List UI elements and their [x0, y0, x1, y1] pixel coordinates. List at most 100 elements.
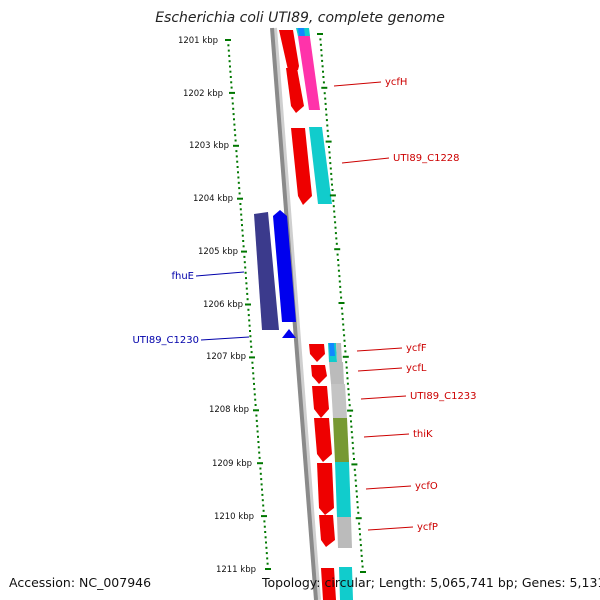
gene-block-thiK-olive[interactable] — [333, 418, 349, 462]
gene-arrow-ycfH-magenta[interactable] — [297, 30, 320, 110]
gene-arrow-ycfP[interactable] — [319, 515, 335, 547]
ruler-minor-tick — [227, 44, 230, 47]
gene-arrow-C1233[interactable] — [312, 386, 329, 418]
ruler-minor-tick — [244, 266, 247, 269]
ruler-minor-tick — [245, 287, 248, 290]
ruler-minor-tick — [353, 458, 355, 460]
ruler-minor-tick — [263, 520, 266, 523]
gene-block-ycfO-cyan[interactable] — [335, 462, 351, 517]
gene-block-ycfL-grey[interactable] — [329, 362, 344, 384]
ruler-minor-tick — [265, 552, 268, 555]
ruler-minor-tick — [242, 240, 245, 242]
ruler-major-tick — [257, 462, 263, 465]
ruler-minor-tick — [265, 541, 267, 544]
ruler-minor-tick — [242, 245, 245, 248]
ruler-minor-tick — [241, 234, 244, 237]
ruler-minor-tick — [233, 118, 235, 121]
ruler-minor-tick — [348, 398, 351, 401]
ruler-minor-tick — [228, 54, 231, 57]
ruler-minor-tick — [328, 156, 331, 159]
gene-arrow-fhuE[interactable] — [254, 212, 279, 330]
gene-arrow-thiK[interactable] — [314, 418, 332, 462]
genome-title: Escherichia coli UTI89, complete genome — [155, 10, 445, 26]
ruler-minor-tick — [361, 565, 364, 568]
leader-ycfH — [333, 81, 382, 87]
gene-label-ycfH[interactable]: ycfH — [385, 77, 407, 88]
ruler-minor-tick — [229, 76, 232, 78]
ruler-minor-tick — [244, 271, 247, 274]
ruler-minor-tick — [250, 345, 253, 348]
ruler-minor-tick — [248, 319, 251, 322]
tick-label-1208: 1208 kbp — [209, 405, 249, 415]
gene-arrow-ycfH-red[interactable] — [279, 30, 299, 70]
ruler-minor-tick — [349, 415, 352, 417]
ruler-minor-tick — [255, 414, 258, 417]
tick-label-1206: 1206 kbp — [203, 300, 243, 310]
ruler-minor-tick — [331, 183, 333, 186]
ruler-minor-tick — [257, 441, 260, 443]
gene-block-reverse — [254, 210, 296, 338]
label-leaders — [195, 81, 414, 531]
ruler-minor-tick — [326, 124, 329, 127]
gene-block-bottom-cyan[interactable] — [339, 567, 353, 600]
gene-label-ycfF[interactable]: ycfF — [406, 343, 427, 354]
gene-label-C1228[interactable]: UTI89_C1228 — [393, 153, 460, 164]
gene-block-ycfF-blue[interactable] — [329, 343, 335, 356]
ruler-minor-tick — [247, 314, 250, 317]
gene-arrow-C1230-tip[interactable] — [282, 329, 296, 338]
ruler-major-tick — [325, 140, 332, 143]
ruler-minor-tick — [243, 261, 246, 264]
gene-label-C1233[interactable]: UTI89_C1233 — [410, 391, 477, 402]
gene-arrow-top-blue[interactable] — [298, 28, 305, 36]
ruler-minor-tick — [259, 472, 262, 475]
ruler-minor-tick — [347, 388, 350, 391]
ruler-minor-tick — [345, 366, 348, 369]
gene-label-thiK[interactable]: thiK — [413, 429, 433, 440]
ruler-minor-tick — [359, 533, 361, 536]
ruler-minor-tick — [241, 229, 244, 232]
ruler-minor-tick — [359, 538, 362, 541]
ruler-minor-tick — [234, 134, 237, 137]
ruler-minor-tick — [323, 92, 326, 95]
gene-label-ycfL[interactable]: ycfL — [406, 363, 427, 374]
gene-block-ycfF-grey[interactable] — [336, 343, 342, 362]
gene-arrow-C1228-cyan[interactable] — [309, 127, 332, 204]
gene-block-C1233-grey[interactable] — [331, 384, 347, 418]
ruler-major-tick — [347, 409, 354, 412]
ruler-major-tick — [241, 250, 247, 253]
ruler-minor-tick — [229, 70, 232, 73]
gene-label-ycfP[interactable]: ycfP — [417, 522, 438, 533]
ruler-major-tick — [360, 571, 366, 573]
gene-label-fhuE[interactable]: fhuE — [171, 271, 194, 282]
ruler-minor-tick — [357, 511, 360, 514]
ruler-minor-tick — [335, 242, 338, 245]
gene-block-ycfP-grey[interactable] — [337, 517, 352, 548]
ruler-minor-tick — [265, 546, 268, 549]
ruler-minor-tick — [320, 49, 323, 52]
ruler-minor-tick — [251, 361, 254, 364]
ruler-minor-tick — [237, 176, 240, 179]
tick-label-1210: 1210 kbp — [214, 512, 254, 522]
gene-arrow-C1228-red[interactable] — [291, 128, 312, 205]
ruler-minor-tick — [231, 97, 234, 100]
ruler-major-tick — [355, 517, 362, 520]
ruler-minor-tick — [248, 324, 251, 327]
ruler-minor-tick — [263, 525, 266, 528]
gene-arrow-C1230-main[interactable] — [273, 210, 296, 322]
gene-arrow-ycfF[interactable] — [309, 344, 325, 362]
gene-arrow-ycfO[interactable] — [317, 463, 334, 515]
ruler-minor-tick — [334, 226, 337, 229]
ruler-minor-tick — [350, 425, 353, 428]
gene-label-C1230[interactable]: UTI89_C1230 — [132, 335, 199, 346]
gene-arrow-ycfH-red-2[interactable] — [286, 68, 304, 113]
gene-arrow-bottom-red[interactable] — [321, 568, 336, 600]
ruler-minor-tick — [333, 215, 336, 218]
ruler-minor-tick — [264, 536, 267, 539]
gene-label-ycfO[interactable]: ycfO — [415, 481, 438, 492]
leader-thiK — [363, 433, 410, 438]
ruler-minor-tick — [264, 531, 267, 533]
ruler-major-tick — [321, 86, 328, 89]
ruler-minor-tick — [253, 388, 256, 391]
ruler-minor-tick — [262, 509, 265, 512]
gene-arrow-ycfL[interactable] — [311, 365, 327, 384]
